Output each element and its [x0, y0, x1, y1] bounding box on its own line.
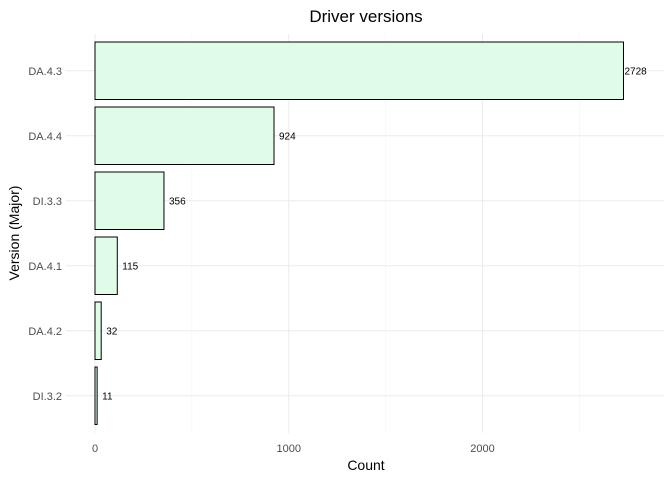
y-tick-label: DI.3.2 [33, 391, 62, 403]
chart-title: Driver versions [309, 7, 422, 26]
x-tick-label: 2000 [470, 443, 494, 455]
y-tick-label: DI.3.3 [33, 196, 62, 208]
bar-di-3-2 [94, 366, 98, 425]
data-label: 11 [102, 391, 113, 402]
y-tick-label: DA.4.3 [28, 66, 62, 78]
data-label: 2728 [625, 66, 648, 77]
bar-da-4-2 [94, 301, 102, 360]
bar-da-4-3 [94, 41, 624, 100]
y-tick-label: DA.4.2 [28, 326, 62, 338]
data-label: 356 [169, 196, 186, 207]
bar-da-4-1 [94, 236, 118, 295]
bars [94, 41, 624, 425]
x-axis-title: Count [347, 457, 384, 473]
data-label: 32 [106, 326, 118, 337]
bar-da-4-4 [94, 106, 275, 165]
y-axis-title: Version (Major) [6, 186, 22, 281]
data-labels: 2728 924 356 115 32 11 [102, 66, 647, 402]
data-label: 115 [122, 261, 138, 272]
y-axis-ticks: DA.4.3 DA.4.4 DI.3.3 DA.4.1 DA.4.2 DI.3.2 [28, 66, 62, 403]
x-axis-ticks: 0 1000 2000 [92, 443, 495, 455]
data-label: 924 [279, 131, 296, 142]
x-tick-label: 0 [92, 443, 98, 455]
x-tick-label: 1000 [276, 443, 300, 455]
y-tick-label: DA.4.4 [28, 131, 62, 143]
y-tick-label: DA.4.1 [28, 261, 62, 273]
bar-di-3-3 [94, 171, 165, 230]
